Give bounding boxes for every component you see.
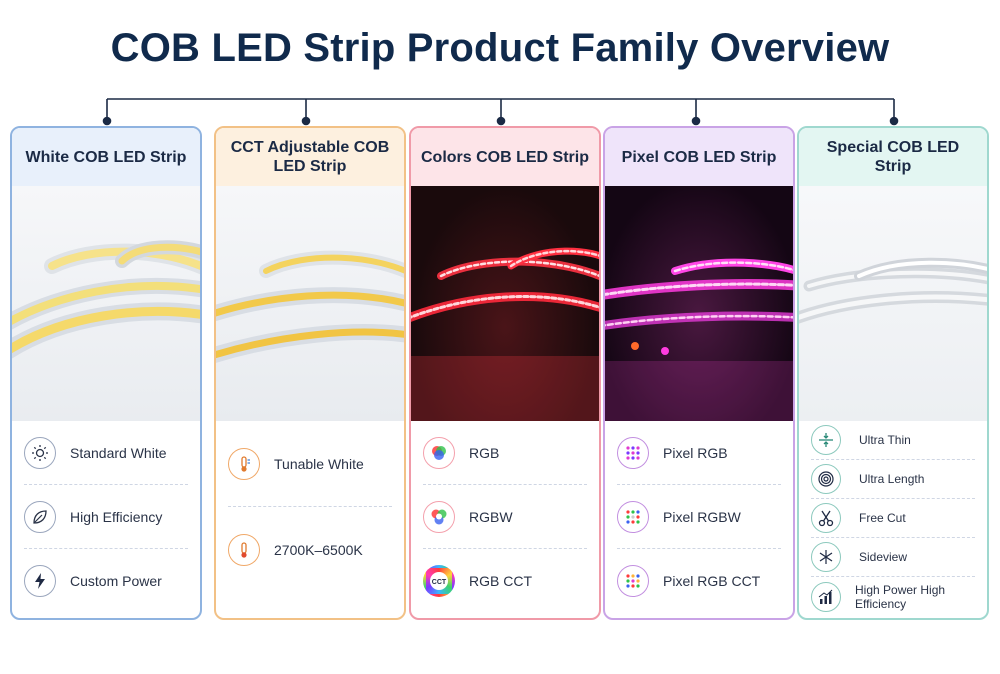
thermometer-icon [228, 447, 260, 480]
colors-strip-photo [411, 186, 599, 421]
feature-label: Pixel RGBW [663, 508, 741, 525]
feature-label: 2700K–6500K [274, 542, 363, 558]
feature-label: Custom Power [70, 573, 162, 589]
feature-label: Ultra Thin [859, 433, 911, 447]
sun-icon [24, 436, 56, 469]
feature-label: Ultra Length [859, 472, 925, 486]
leaf-icon [24, 500, 56, 533]
card-header: CCT Adjustable COB LED Strip [216, 128, 404, 186]
feature-row: Free Cut [811, 499, 975, 538]
card-header: Colors COB LED Strip [411, 128, 599, 186]
side-emit-icon [811, 542, 841, 572]
feature-label: RGB [469, 444, 500, 461]
pixel-grid-icon [617, 565, 649, 597]
reel-icon [811, 464, 841, 494]
feature-label: Tunable White [274, 455, 364, 472]
compress-arrows-icon [811, 425, 841, 455]
card-header: Special COB LED Strip [799, 128, 987, 186]
card-header: White COB LED Strip [12, 128, 200, 186]
rgb-circles-icon [423, 436, 455, 469]
feature-row: CCT RGB CCT [423, 549, 587, 613]
cct-strip-photo [216, 186, 404, 421]
rgbw-circles-icon [423, 500, 455, 533]
feature-label: Sideview [859, 550, 908, 564]
hierarchy-connector [102, 98, 899, 126]
special-strip-photo [799, 186, 987, 421]
feature-row: Pixel RGBW [617, 485, 781, 549]
card-white-cob: White COB LED Strip Standard White [10, 126, 202, 620]
feature-row: Pixel RGB CCT [617, 549, 781, 613]
feature-row: RGBW [423, 485, 587, 549]
feature-row: Standard White [24, 421, 188, 485]
cct-ring-icon: CCT [423, 565, 455, 597]
lightning-icon [24, 565, 56, 597]
card-colors-cob: Colors COB LED Strip RGB RGBW [409, 126, 601, 620]
feature-label: Standard White [70, 444, 167, 461]
feature-row: High Power High Efficiency [811, 577, 975, 616]
card-special-cob: Special COB LED Strip Ultra Thin Ultra L [797, 126, 989, 620]
feature-row: Sideview [811, 538, 975, 577]
feature-row: Tunable White [228, 421, 392, 507]
feature-label: Free Cut [859, 511, 906, 525]
feature-row: Pixel RGB [617, 421, 781, 485]
feature-row: Ultra Length [811, 460, 975, 499]
pixel-grid-icon [617, 436, 649, 469]
card-cct-cob: CCT Adjustable COB LED Strip Tunable Whi… [214, 126, 406, 620]
scissors-icon [811, 503, 841, 533]
feature-label: RGBW [469, 508, 513, 525]
pixel-strip-photo [605, 186, 793, 421]
feature-label: Pixel RGB CCT [663, 573, 761, 589]
svg-text:CCT: CCT [432, 579, 447, 586]
card-header: Pixel COB LED Strip [605, 128, 793, 186]
pixel-grid-icon [617, 500, 649, 533]
feature-label: High Power High Efficiency [855, 582, 946, 611]
feature-row: High Efficiency [24, 485, 188, 549]
feature-row: 2700K–6500K [228, 507, 392, 593]
thermometer-icon [228, 534, 260, 566]
feature-row: Ultra Thin [811, 421, 975, 460]
page-title: COB LED Strip Product Family Overview [110, 26, 890, 70]
feature-label: RGB CCT [469, 573, 532, 589]
feature-row: Custom Power [24, 549, 188, 613]
bar-chart-icon [811, 581, 841, 612]
feature-label: High Efficiency [70, 508, 163, 525]
card-pixel-cob: Pixel COB LED Strip Pixel RGB [603, 126, 795, 620]
feature-row: RGB [423, 421, 587, 485]
feature-label: Pixel RGB [663, 444, 728, 461]
white-strip-photo [12, 186, 200, 421]
